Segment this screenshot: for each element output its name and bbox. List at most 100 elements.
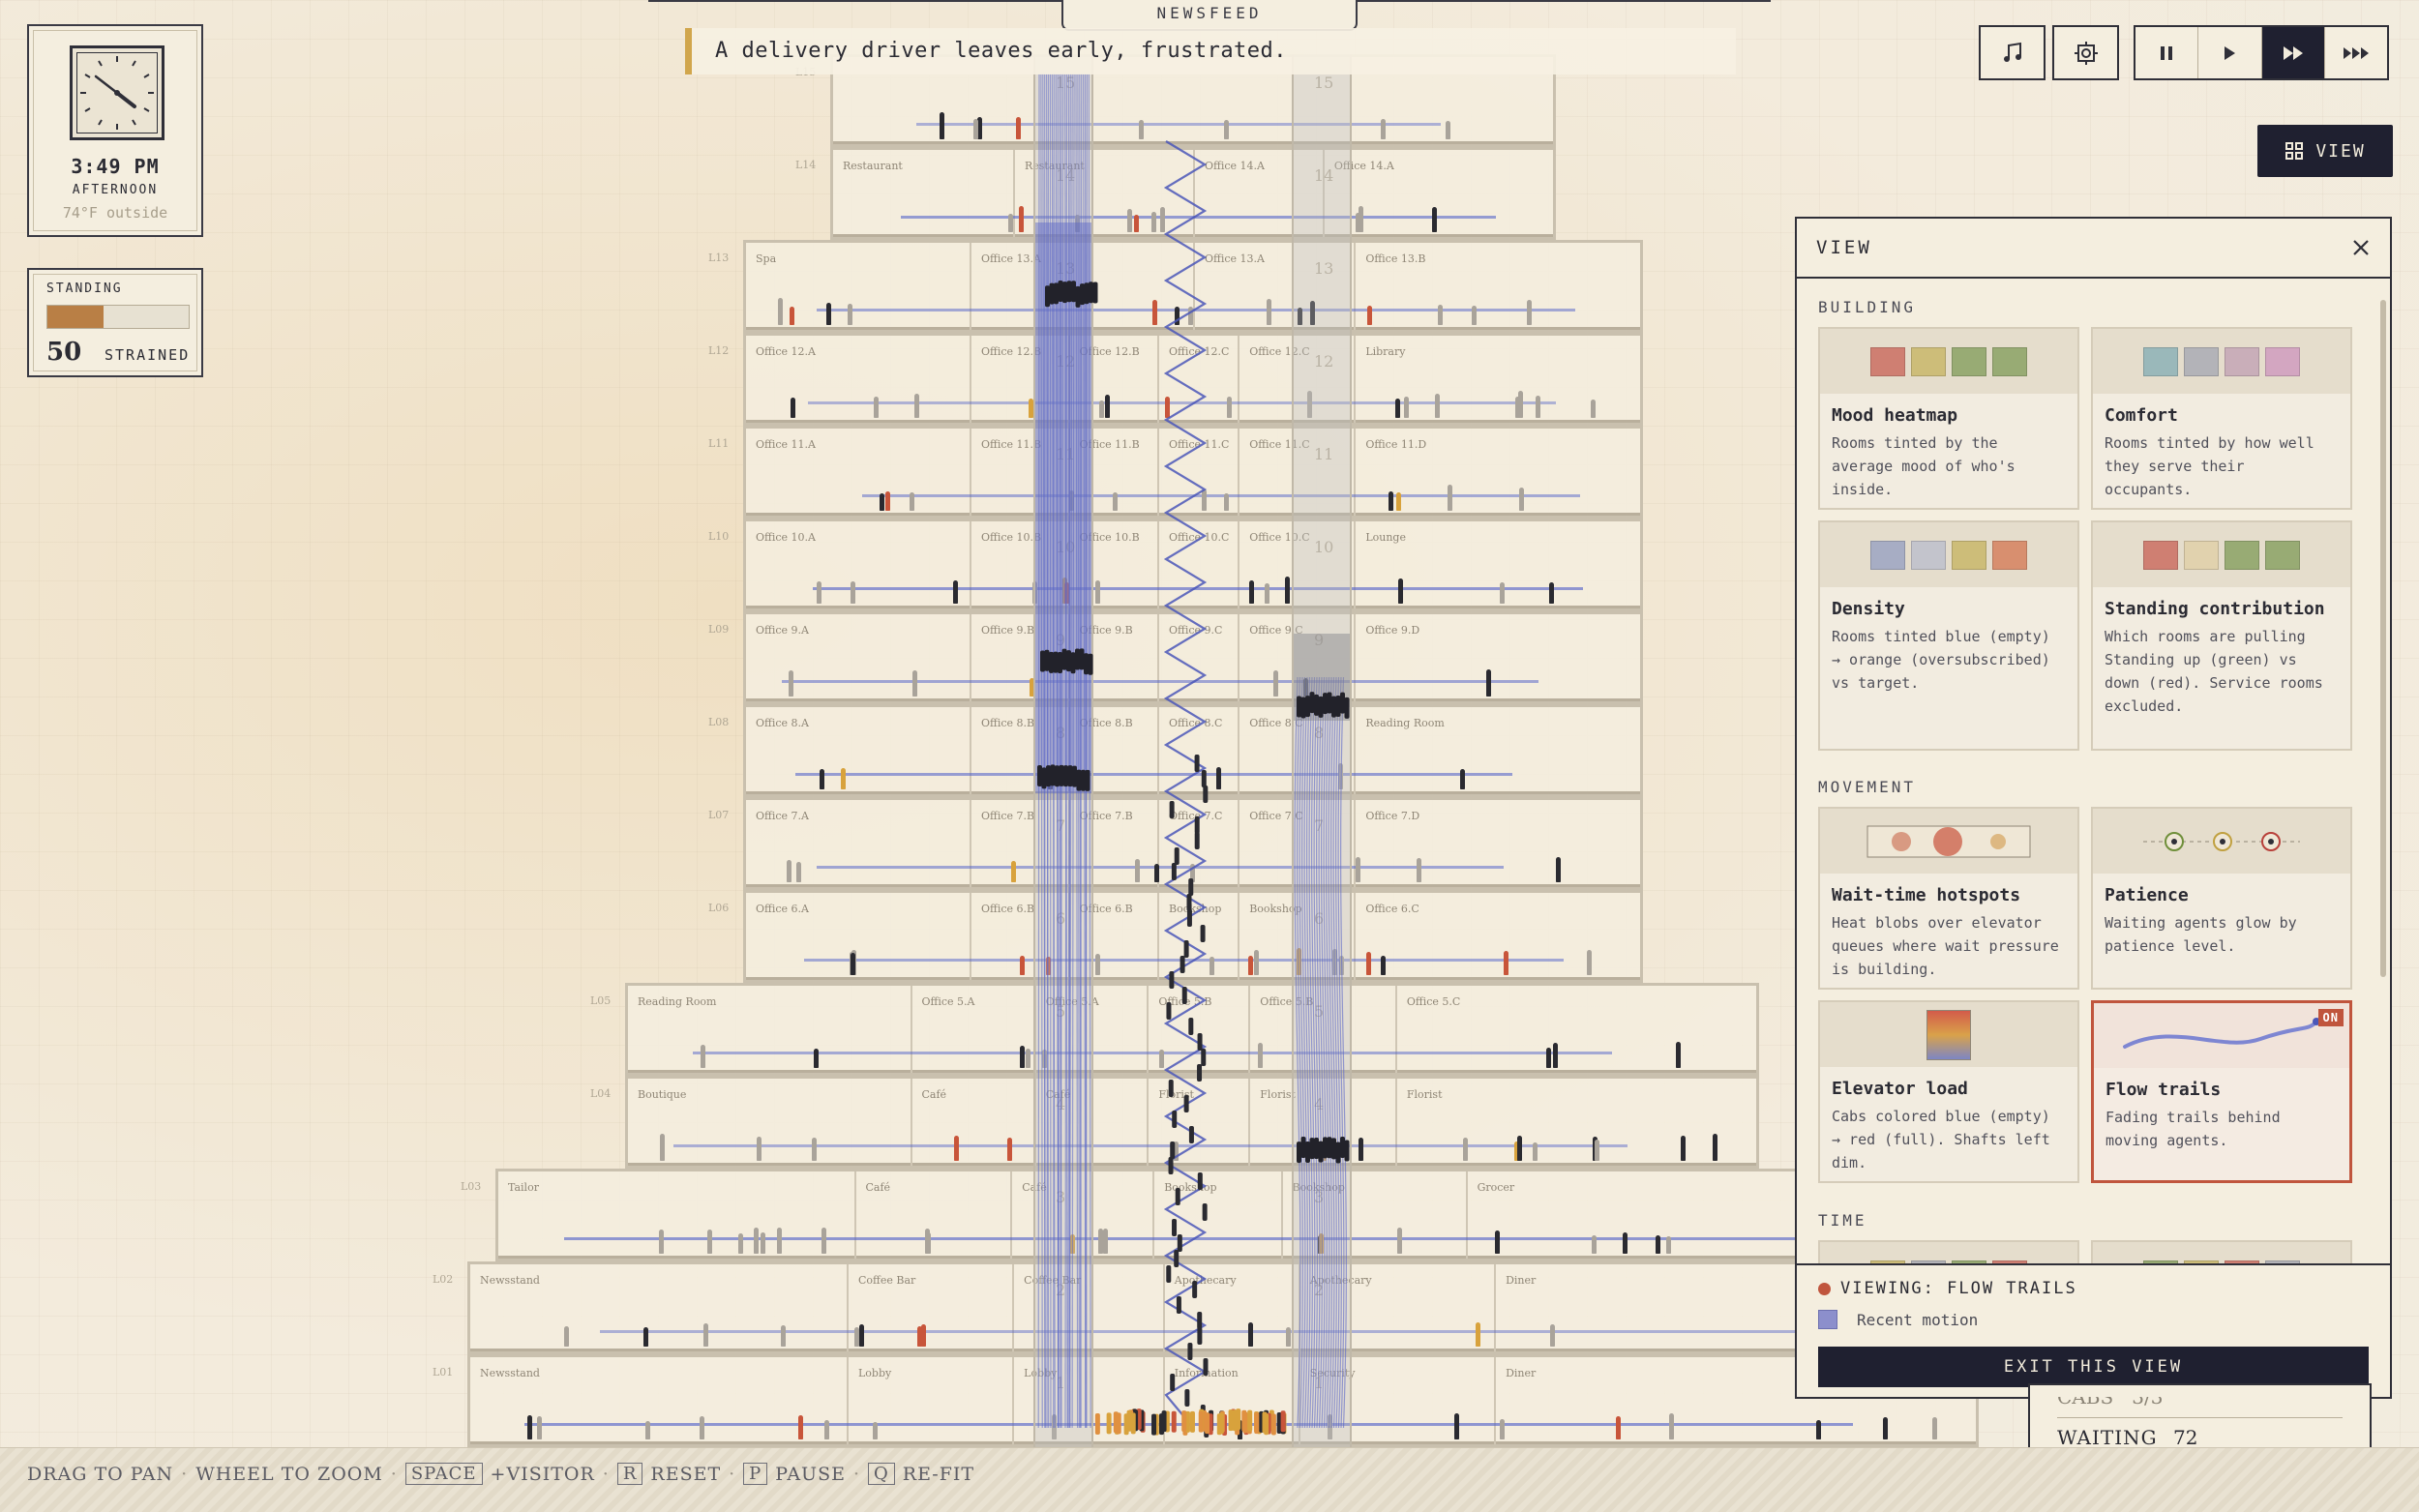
agent[interactable] bbox=[1623, 1231, 1628, 1254]
agent[interactable] bbox=[814, 1049, 820, 1068]
agent[interactable] bbox=[1216, 766, 1222, 789]
agent[interactable] bbox=[1432, 207, 1438, 232]
agent[interactable] bbox=[920, 1324, 926, 1347]
floor-l12[interactable]: Office 12.A Office 12.B Office 12.B Office … bbox=[743, 333, 1643, 426]
agent[interactable] bbox=[1417, 857, 1422, 882]
room[interactable]: Apothecary bbox=[1162, 1264, 1237, 1351]
agent[interactable] bbox=[909, 492, 914, 511]
agent[interactable] bbox=[1397, 1227, 1403, 1254]
agent[interactable] bbox=[703, 1322, 709, 1347]
room[interactable]: Diner bbox=[1494, 1357, 1536, 1444]
agent[interactable] bbox=[1380, 955, 1386, 975]
agent[interactable] bbox=[1355, 212, 1360, 232]
agent[interactable] bbox=[1248, 1322, 1254, 1347]
agent[interactable] bbox=[1139, 120, 1145, 139]
agent[interactable] bbox=[1514, 396, 1520, 418]
room[interactable]: Diner bbox=[1494, 1264, 1536, 1351]
agent[interactable] bbox=[1018, 205, 1024, 232]
agent[interactable] bbox=[824, 1419, 830, 1439]
elevator-load-card[interactable]: Elevator load Cabs colored blue (empty) … bbox=[1818, 1000, 2079, 1183]
agent[interactable] bbox=[1165, 397, 1171, 418]
agent[interactable] bbox=[1102, 1228, 1108, 1254]
floor-l06[interactable]: Office 6.A Office 6.B Office 6.B Bookshop Bo… bbox=[743, 890, 1643, 983]
agent[interactable] bbox=[754, 1227, 760, 1254]
agent[interactable] bbox=[563, 1326, 569, 1347]
mood-heatmap-card[interactable]: Mood heatmap Rooms tinted by the average… bbox=[1818, 327, 2079, 510]
agent[interactable] bbox=[1284, 577, 1290, 604]
room[interactable]: Office 11.C bbox=[1157, 429, 1229, 516]
agent[interactable] bbox=[1359, 1137, 1364, 1161]
agent[interactable] bbox=[1463, 1138, 1469, 1161]
room[interactable]: Office 6.B bbox=[970, 893, 1034, 980]
room[interactable]: Office 10.B bbox=[970, 521, 1041, 608]
agent[interactable] bbox=[972, 119, 978, 139]
agent[interactable] bbox=[884, 490, 890, 511]
agent[interactable] bbox=[953, 580, 959, 604]
agent[interactable] bbox=[737, 1233, 743, 1254]
agent[interactable] bbox=[1397, 578, 1403, 604]
patience-card[interactable]: Patience Waiting agents glow by patience… bbox=[2091, 807, 2352, 990]
agent[interactable] bbox=[1668, 1413, 1674, 1439]
settings-button[interactable] bbox=[2052, 25, 2119, 80]
agent[interactable] bbox=[1526, 300, 1532, 325]
agent[interactable] bbox=[1010, 861, 1016, 882]
agent[interactable] bbox=[790, 307, 795, 325]
agent[interactable] bbox=[1366, 952, 1372, 975]
agent[interactable] bbox=[1499, 581, 1505, 604]
agent[interactable] bbox=[1008, 213, 1014, 232]
agent[interactable] bbox=[1555, 857, 1561, 882]
agent[interactable] bbox=[1134, 214, 1140, 232]
agent[interactable] bbox=[777, 1227, 783, 1254]
agent[interactable] bbox=[1158, 1049, 1164, 1068]
agent[interactable] bbox=[797, 1415, 803, 1439]
agent[interactable] bbox=[1267, 299, 1272, 325]
room[interactable]: Office 11.C bbox=[1238, 429, 1310, 516]
pause-button[interactable] bbox=[2135, 27, 2199, 78]
agent[interactable] bbox=[940, 112, 945, 139]
agent[interactable] bbox=[707, 1230, 713, 1254]
fast-forward-button[interactable] bbox=[2261, 27, 2325, 78]
agent[interactable] bbox=[1518, 487, 1524, 511]
agent[interactable] bbox=[841, 768, 847, 789]
view-button[interactable]: VIEW bbox=[2257, 125, 2393, 177]
room[interactable]: Office 10.C bbox=[1238, 521, 1310, 608]
agent[interactable] bbox=[796, 861, 802, 882]
agent[interactable] bbox=[912, 670, 918, 697]
room[interactable]: Florist bbox=[1248, 1079, 1296, 1166]
agent[interactable] bbox=[1097, 1229, 1103, 1254]
room[interactable]: Office 7.C bbox=[1157, 800, 1222, 887]
agent[interactable] bbox=[1099, 400, 1105, 418]
agent[interactable] bbox=[879, 492, 884, 511]
room[interactable]: Office 8.C bbox=[1238, 707, 1303, 794]
agent[interactable] bbox=[1174, 306, 1180, 325]
agent[interactable] bbox=[1201, 489, 1207, 511]
agent[interactable] bbox=[1595, 1140, 1600, 1161]
agent[interactable] bbox=[701, 1045, 705, 1068]
agent[interactable] bbox=[850, 953, 855, 975]
agent[interactable] bbox=[1248, 955, 1254, 975]
agent[interactable] bbox=[1486, 669, 1492, 697]
agent[interactable] bbox=[1381, 119, 1387, 139]
agent[interactable] bbox=[1437, 305, 1443, 325]
exit-view-button[interactable]: EXIT THIS VIEW bbox=[1818, 1347, 2369, 1387]
room[interactable]: Office 8.B bbox=[970, 707, 1034, 794]
agent[interactable] bbox=[1476, 1321, 1481, 1347]
agent[interactable] bbox=[924, 1228, 930, 1254]
agent[interactable] bbox=[643, 1326, 649, 1347]
view-panel-scrollbar[interactable] bbox=[2380, 300, 2386, 977]
floor-l10[interactable]: Office 10.A Office 10.B Office 10.B Office … bbox=[743, 519, 1643, 611]
agent[interactable] bbox=[816, 580, 821, 604]
agent[interactable] bbox=[1550, 1324, 1556, 1347]
room[interactable]: Grocer bbox=[1465, 1171, 1514, 1259]
agent[interactable] bbox=[1254, 950, 1260, 975]
room[interactable]: Office 9.C bbox=[1238, 614, 1303, 701]
room[interactable]: Office 11.B bbox=[970, 429, 1041, 516]
agent[interactable] bbox=[1046, 956, 1052, 975]
floor-l03[interactable]: Tailor Café Café Bookshop Bookshop Grocer bbox=[495, 1169, 1924, 1261]
room[interactable]: Library bbox=[1354, 336, 1405, 423]
room[interactable]: Office 13.A bbox=[970, 243, 1041, 330]
agent[interactable] bbox=[1459, 768, 1465, 789]
wait-time-hotspots-card[interactable]: Wait-time hotspots Heat blobs over eleva… bbox=[1818, 807, 2079, 990]
agent[interactable] bbox=[1394, 398, 1400, 418]
agent[interactable] bbox=[811, 1137, 817, 1161]
